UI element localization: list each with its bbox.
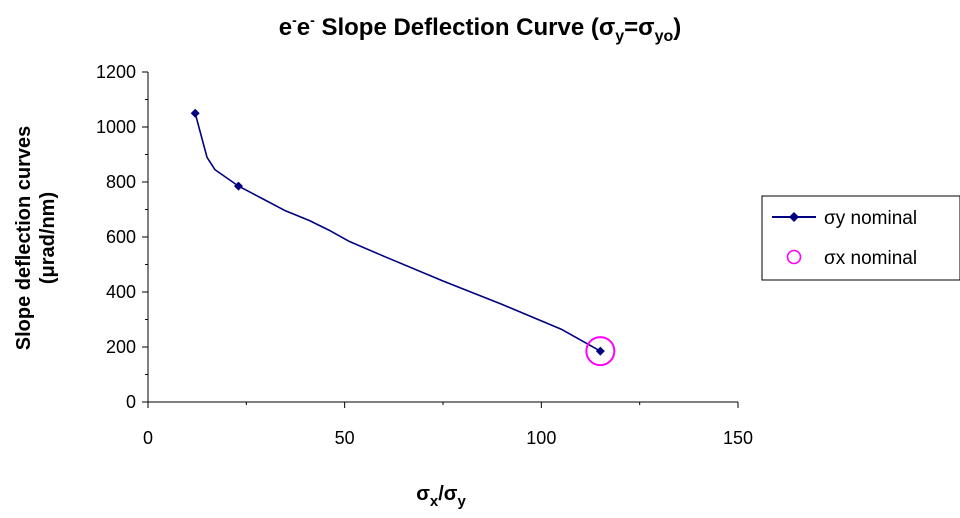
title-main: Slope Deflection Curve (σ [315,14,615,41]
xlabel-sub2: y [457,493,466,510]
y-tick-label: 1200 [96,62,136,82]
y-axis-title: Slope deflection curves (μrad/nm) [13,126,59,351]
x-axis-title: σx/σy [416,483,466,510]
series-sigma-y-line [194,113,601,352]
series-sigma-y-point [233,181,243,191]
title-sup2: - [310,12,315,28]
legend-label-sigma-x: σx nominal [824,248,917,269]
y-tick-label: 400 [106,282,136,302]
tick-labels: 0 200 400 600 800 1000 1200 0 50 100 150 [96,62,753,448]
legend-marker-sigma-x [786,249,802,265]
series-sigma-x-point [585,336,616,367]
title-close: ) [673,14,681,41]
title-eq: =σ [624,14,654,41]
x-tick-label: 100 [526,428,556,448]
xlabel-sub1: x [430,493,439,510]
title-sup1: - [292,12,297,28]
legend-label-sigma-y: σy nominal [824,208,917,229]
y-tick-label: 600 [106,227,136,247]
title-prefix: e [279,14,292,41]
xlabel-slash: /σ [438,483,458,505]
y-tick-label: 200 [106,337,136,357]
y-tick-label: 1000 [96,117,136,137]
series-sigma-y-point [595,346,605,356]
axes [147,72,738,403]
title-mid: e [297,14,310,41]
xlabel-sigma1: σ [416,483,430,505]
y-tick-label: 800 [106,172,136,192]
y-axis-title-line2: (μrad/nm) [37,192,59,284]
y-tick-label: 0 [126,392,136,412]
series-layer [190,108,616,367]
legend-marker-sigma-y [789,212,799,222]
legend: σy nominal σx nominal [761,195,960,281]
title-sub-y: y [615,28,624,45]
x-tick-label: 0 [143,428,153,448]
title-sub-yo: yo [655,28,674,45]
ticks [142,71,739,408]
legend-box [761,195,960,281]
x-tick-label: 50 [335,428,355,448]
chart-title: e-e- Slope Deflection Curve (σy=σyo) [279,12,682,45]
x-tick-label: 150 [723,428,753,448]
y-axis-title-line1: Slope deflection curves [13,126,35,351]
series-sigma-y-point [190,108,200,118]
